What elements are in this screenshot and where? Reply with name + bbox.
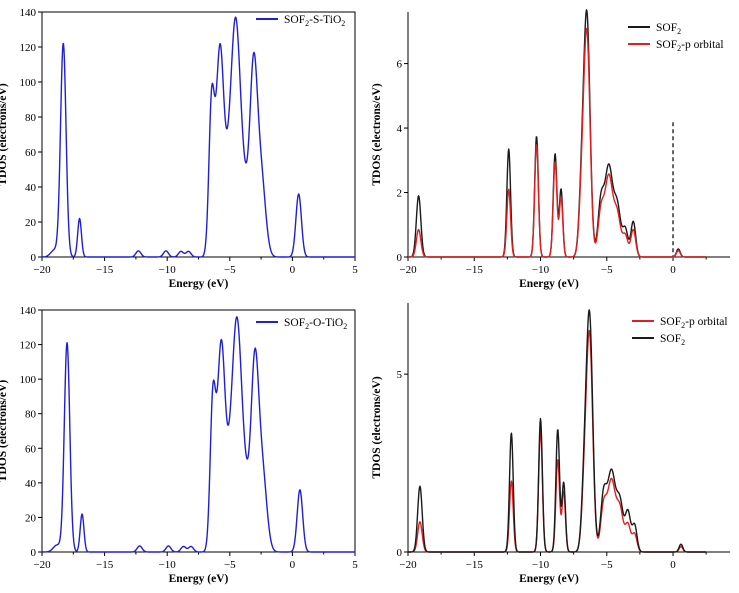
series-line-sof2-s-tio2 [41,16,356,258]
y-tick-label: 80 [25,112,37,124]
y-axis-title: TDOS (electrons/eV) [371,83,383,185]
legend-entry: SOF2-p orbital [656,39,724,53]
y-tick-label: 100 [20,77,37,89]
chart-panel-top-right: −20 −15 −10 −5 0 0 2 4 6 Energy (eV) TDOS (electro… [371,9,730,290]
y-axis-title: TDOS (electrons/eV) [0,83,9,185]
x-tick-label: −20 [33,559,51,571]
x-tick-label: −10 [532,264,550,276]
y-tick-label: 20 [25,217,37,229]
x-tick-label: −5 [601,559,613,571]
y-tick-label: 140 [20,7,37,19]
x-tick-label: −20 [399,264,417,276]
chart-panel-bottom-left: −20 −15 −10 −5 0 5 0 20 40 60 80 100 120 140 Energy (e… [0,305,358,585]
x-tick-label: −15 [466,264,484,276]
y-tick-label: 0 [397,252,403,264]
x-tick-label: −15 [96,264,114,276]
chart-panel-bottom-right: −20 −15 −10 −5 0 0 5 Energy (eV) TDOS (electrons… [371,303,730,585]
x-tick-label: 5 [352,264,358,276]
x-tick-label: −5 [224,559,236,571]
x-tick-label: −10 [159,559,177,571]
y-tick-label: 20 [25,512,37,524]
x-tick-label: −10 [159,264,177,276]
y-axis-title: TDOS (electrons/eV) [371,376,383,478]
y-tick-label: 5 [397,369,403,381]
x-axis-title: Energy (eV) [169,278,229,290]
y-tick-label: 100 [20,374,37,386]
legend-entry: SOF2-p orbital [660,316,728,330]
y-tick-label: 0 [31,252,37,264]
x-tick-label: 5 [352,559,358,571]
x-tick-label: −15 [96,559,114,571]
series-line-sof2 [407,309,707,553]
legend-entry: SOF2 [660,333,685,347]
y-axis-title: TDOS (electrons/eV) [0,380,9,482]
series-line-sof2-p-orbital [407,27,707,258]
y-tick-label: 60 [25,443,37,455]
y-tick-label: 120 [20,340,37,352]
x-tick-label: 0 [670,559,676,571]
y-tick-label: 140 [20,305,37,317]
legend-entry: SOF2-S-TiO2 [284,14,345,28]
y-tick-label: 4 [397,123,403,135]
x-tick-label: 0 [670,264,676,276]
chart-panel-top-left: −20 −15 −10 −5 0 5 0 20 40 60 80 100 120 140 Energy (e… [0,7,358,290]
legend-entry: SOF2-O-TiO2 [284,317,347,331]
x-tick-label: −5 [224,264,236,276]
series-line-sof2-o-tio2 [41,316,356,553]
y-tick-label: 60 [25,147,37,159]
y-tick-label: 0 [397,547,403,559]
x-tick-label: −5 [601,264,613,276]
x-tick-label: −15 [466,559,484,571]
x-tick-label: 0 [290,559,296,571]
y-tick-label: 0 [31,547,37,559]
x-axis-title: Energy (eV) [519,278,579,290]
y-tick-label: 2 [397,188,403,200]
x-tick-label: 0 [290,264,296,276]
y-tick-label: 40 [25,478,37,490]
x-axis-title: Energy (eV) [169,573,229,585]
y-tick-label: 120 [20,42,37,54]
y-tick-label: 80 [25,409,37,421]
x-tick-label: −20 [33,264,51,276]
y-tick-label: 40 [25,182,37,194]
legend-entry: SOF2 [656,22,681,36]
x-tick-label: −20 [399,559,417,571]
y-tick-label: 6 [397,59,403,71]
x-tick-label: −10 [532,559,550,571]
x-axis-title: Energy (eV) [519,573,579,585]
